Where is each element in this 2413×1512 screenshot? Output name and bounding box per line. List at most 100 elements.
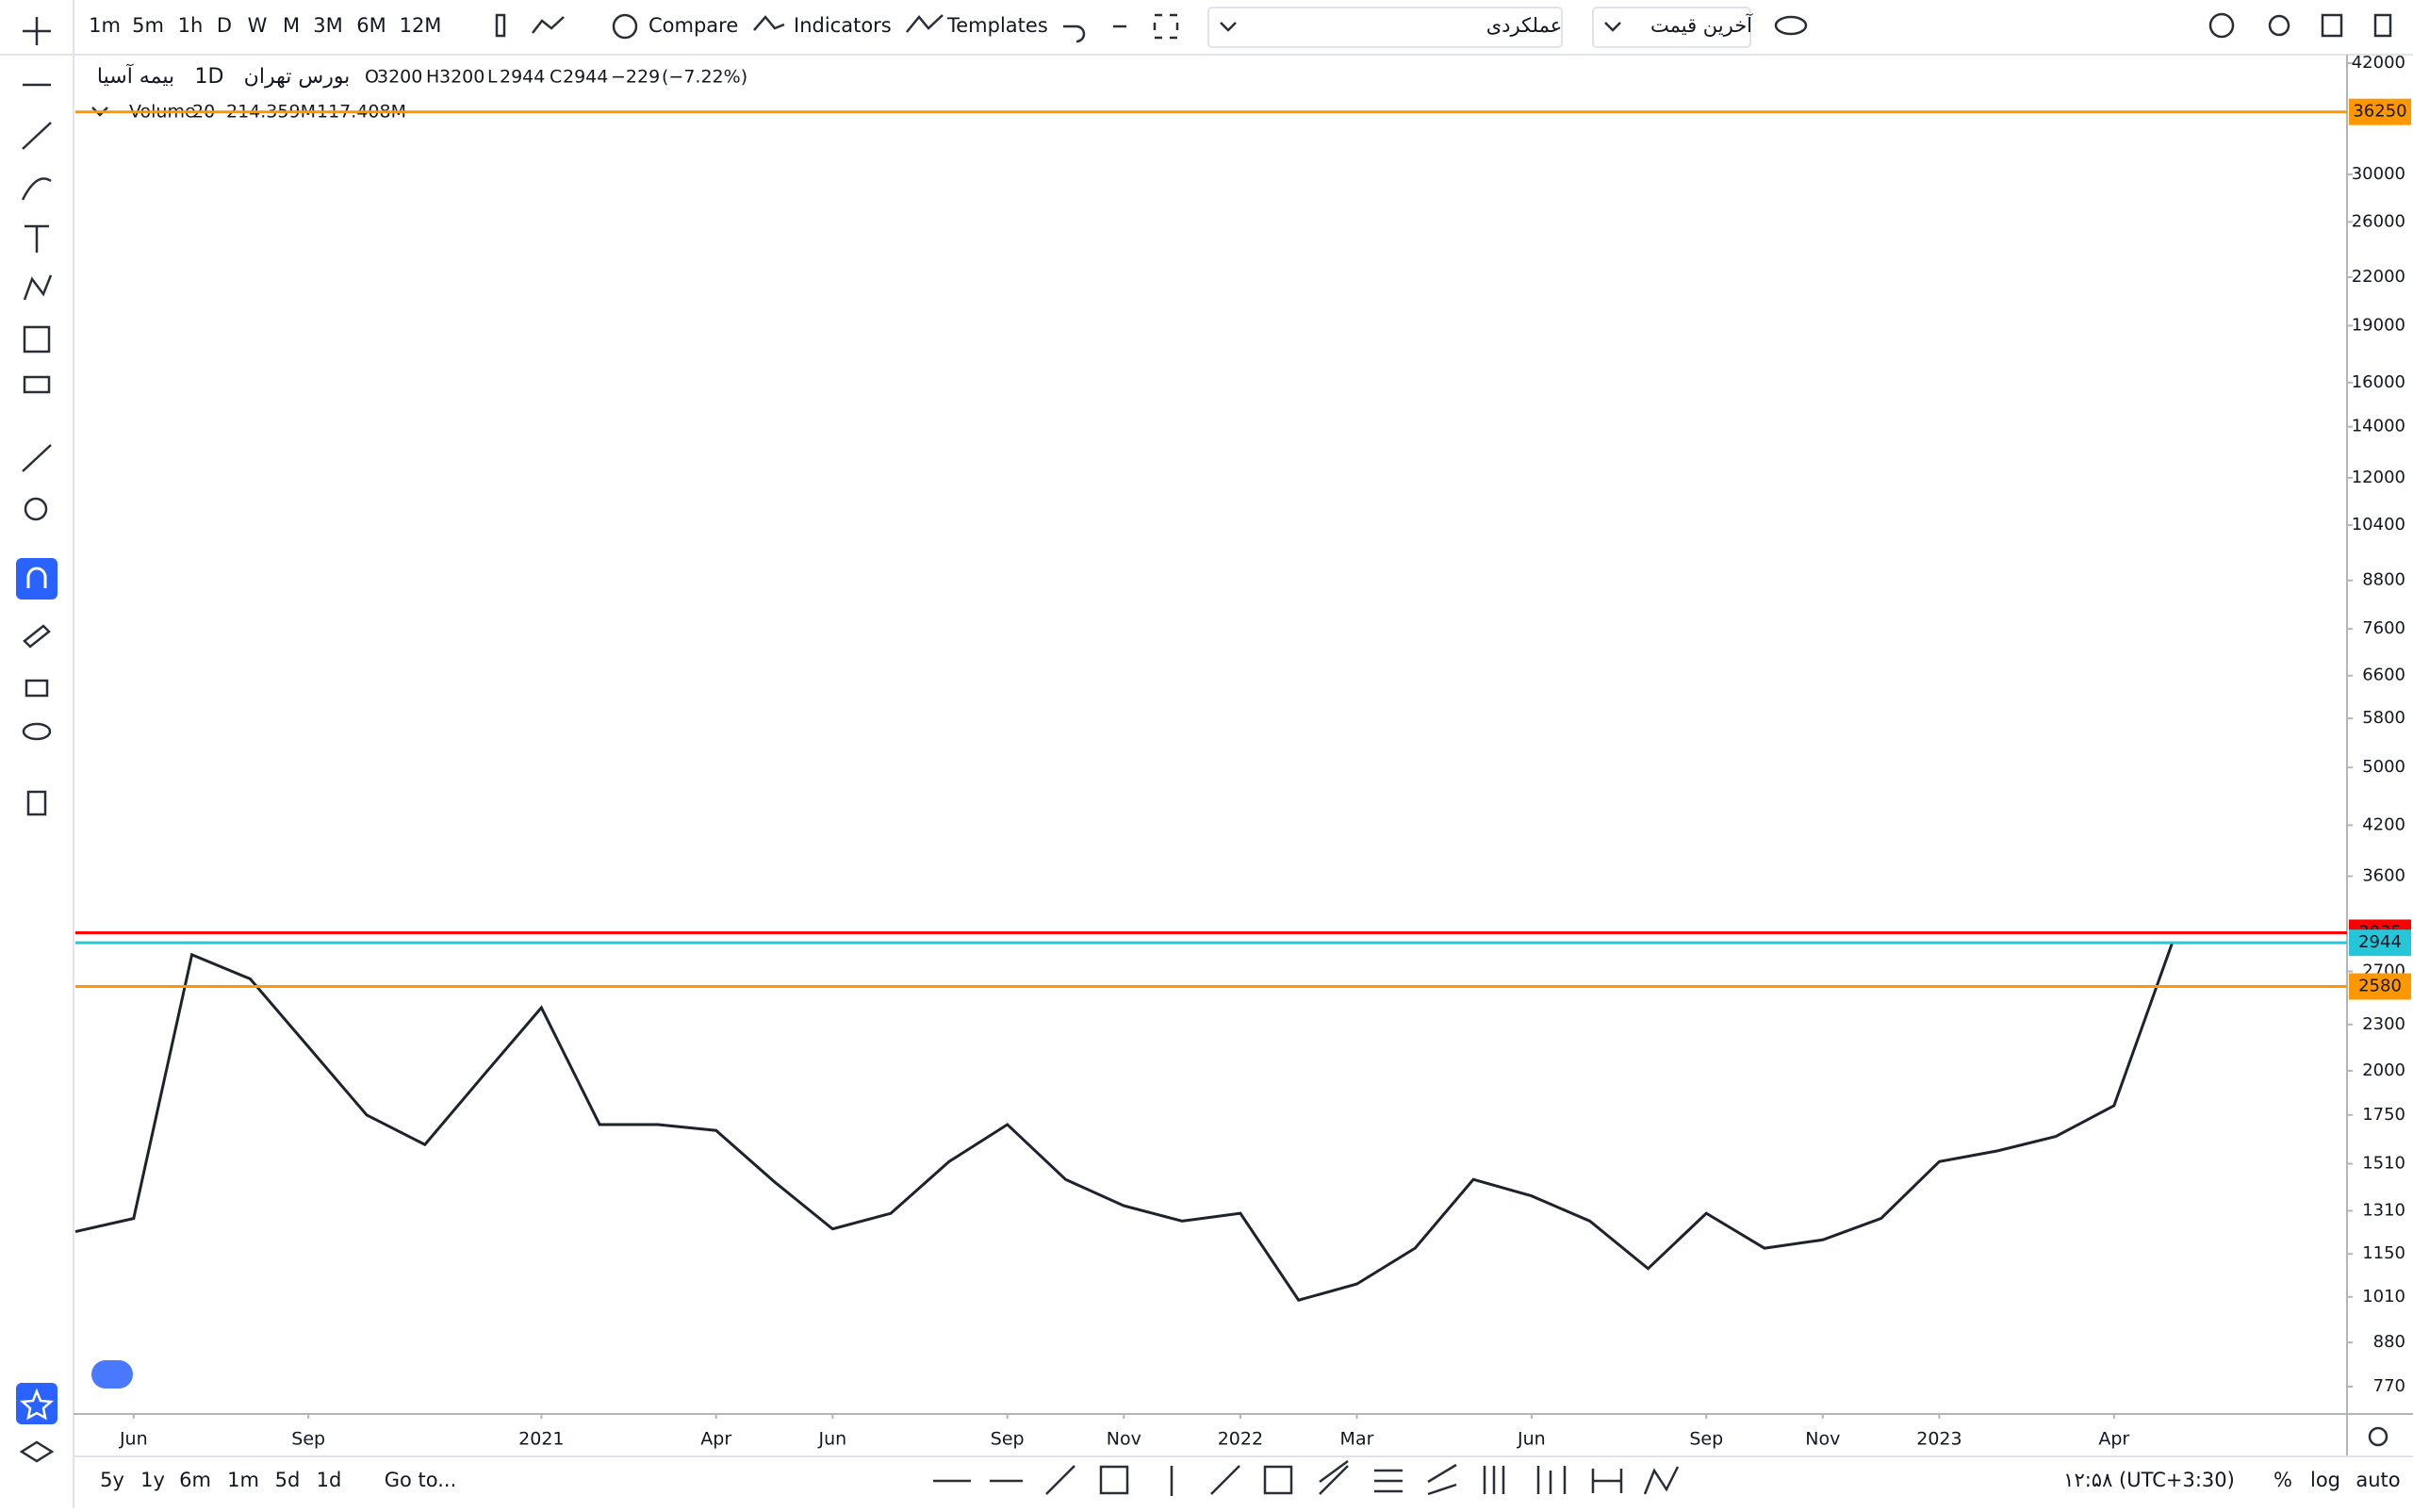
y-tick-label: 1750 xyxy=(2362,1105,2405,1125)
draw-tool[interactable] xyxy=(1591,1469,1623,1493)
magnet-tool[interactable] xyxy=(16,558,57,600)
draw-tool[interactable] xyxy=(1483,1466,1505,1494)
candle-icon[interactable] xyxy=(495,13,506,38)
templates-button[interactable]: Templates xyxy=(946,14,1048,37)
zoom-tool[interactable] xyxy=(24,497,48,521)
interval-button[interactable]: M xyxy=(283,14,300,37)
level-label-box xyxy=(2349,98,2411,125)
goto-button[interactable]: Go to... xyxy=(385,1469,457,1491)
draw-tool[interactable] xyxy=(1374,1469,1403,1493)
range-button[interactable]: 5d xyxy=(275,1469,301,1491)
draw-tool[interactable] xyxy=(1045,1465,1075,1495)
draw-tool[interactable] xyxy=(1536,1466,1567,1494)
draw-tool[interactable] xyxy=(1427,1463,1457,1496)
snapshot-icon[interactable] xyxy=(2321,13,2343,38)
trash-icon[interactable] xyxy=(2373,13,2392,38)
bottom-tools xyxy=(933,1426,2388,1496)
legend-text: 3200 xyxy=(439,67,484,88)
log-button[interactable]: log xyxy=(2310,1469,2340,1491)
legend-text: 2944 xyxy=(500,67,545,88)
price-line xyxy=(74,942,2175,1302)
y-tick-label: 26000 xyxy=(2352,211,2405,231)
layers-button[interactable] xyxy=(19,1440,55,1463)
indicators-button[interactable]: Indicators xyxy=(794,14,892,37)
x-tick-label: Jun xyxy=(1517,1429,1546,1450)
ruler-tool[interactable] xyxy=(22,444,52,472)
fullscreen-icon[interactable] xyxy=(1153,13,1179,40)
left-toolbar xyxy=(16,17,57,1463)
share-icon[interactable] xyxy=(2268,14,2290,37)
y-tick-label: 12000 xyxy=(2352,468,2405,487)
auto-button[interactable]: auto xyxy=(2356,1469,2400,1491)
icons-tool[interactable] xyxy=(23,375,51,394)
lock-draw-tool[interactable] xyxy=(23,624,51,649)
collapse-caret[interactable] xyxy=(91,107,108,117)
x-tick-label: Mar xyxy=(1340,1429,1374,1450)
price-select[interactable] xyxy=(1592,7,1751,48)
visibility-tool[interactable] xyxy=(22,722,52,741)
draw-tool[interactable] xyxy=(1643,1466,1680,1495)
range-button[interactable]: 1d xyxy=(317,1469,342,1491)
legend-text: H xyxy=(426,67,439,88)
eye-icon[interactable] xyxy=(1774,15,1808,36)
x-tick-label: Jun xyxy=(817,1429,846,1450)
range-button[interactable]: 6m xyxy=(179,1469,211,1491)
y-tick-label: 1010 xyxy=(2362,1287,2405,1307)
remove-tool[interactable] xyxy=(26,790,47,816)
y-tick-label: 30000 xyxy=(2352,164,2405,184)
interval-button[interactable]: 6M xyxy=(356,14,386,37)
select-caret xyxy=(1220,22,1237,32)
draw-tool[interactable] xyxy=(1263,1465,1293,1495)
x-tick-label: Nov xyxy=(1805,1429,1840,1450)
interval-button[interactable]: 1m xyxy=(89,14,121,37)
price-select-label[interactable]: آخرین قیمت xyxy=(1650,13,1753,37)
compare-button[interactable]: Compare xyxy=(648,14,738,37)
range-button[interactable]: 5y xyxy=(100,1469,124,1491)
level-label: 2580 xyxy=(2358,976,2402,995)
draw-tool[interactable] xyxy=(1099,1465,1129,1495)
watchlist-button[interactable] xyxy=(16,1383,57,1424)
range-button[interactable]: 1m xyxy=(227,1469,259,1491)
forecast-tool[interactable] xyxy=(23,325,51,353)
fib-tool[interactable] xyxy=(22,122,52,150)
interval-button[interactable]: 12M xyxy=(400,14,442,37)
settings-icon[interactable] xyxy=(2208,12,2235,39)
compare-icon[interactable] xyxy=(612,13,638,40)
x-tick-label: Sep xyxy=(291,1429,325,1450)
y-tick-label: 3600 xyxy=(2362,866,2405,886)
interval-button[interactable]: 5m xyxy=(132,14,164,37)
legend-text: 2944 xyxy=(563,67,608,88)
x-tick-label: Sep xyxy=(1689,1429,1723,1450)
timezone[interactable]: ۱۲:۵۸ (UTC+3:30) xyxy=(2063,1469,2235,1491)
y-tick-label: 1150 xyxy=(2362,1243,2405,1263)
draw-tool[interactable] xyxy=(1319,1459,1349,1495)
brush-tool[interactable] xyxy=(21,177,52,201)
style-select-label[interactable]: عملکردی xyxy=(1486,14,1563,37)
interval-button[interactable]: D xyxy=(217,14,232,37)
star-icon xyxy=(19,1388,55,1421)
level-label-box xyxy=(2349,929,2411,957)
pattern-tool[interactable] xyxy=(23,274,53,301)
interval-button[interactable]: 1h xyxy=(178,14,204,37)
legend-text: بورس تهران xyxy=(244,65,351,89)
draw-tool[interactable] xyxy=(1210,1465,1240,1495)
interval-button[interactable]: W xyxy=(248,14,268,37)
percent-button[interactable]: % xyxy=(2273,1469,2292,1491)
text-tool[interactable] xyxy=(25,224,49,253)
undo-icon[interactable] xyxy=(1063,25,1086,43)
legend-text: 1D xyxy=(195,65,224,89)
axis-settings[interactable] xyxy=(2368,1426,2388,1447)
line-icon[interactable] xyxy=(532,16,565,34)
style-select[interactable] xyxy=(1207,7,1563,48)
legend-text: 3200 xyxy=(377,67,422,88)
level-label: 36250 xyxy=(2353,102,2406,122)
lock-tool[interactable] xyxy=(25,679,49,698)
toolbar-icons xyxy=(495,7,2392,48)
x-tick-label: 2021 xyxy=(518,1429,564,1450)
indicators-icon[interactable] xyxy=(753,15,785,31)
interval-button[interactable]: 3M xyxy=(313,14,342,37)
templates-icon[interactable] xyxy=(906,14,944,33)
range-button[interactable]: 1y xyxy=(140,1469,165,1491)
